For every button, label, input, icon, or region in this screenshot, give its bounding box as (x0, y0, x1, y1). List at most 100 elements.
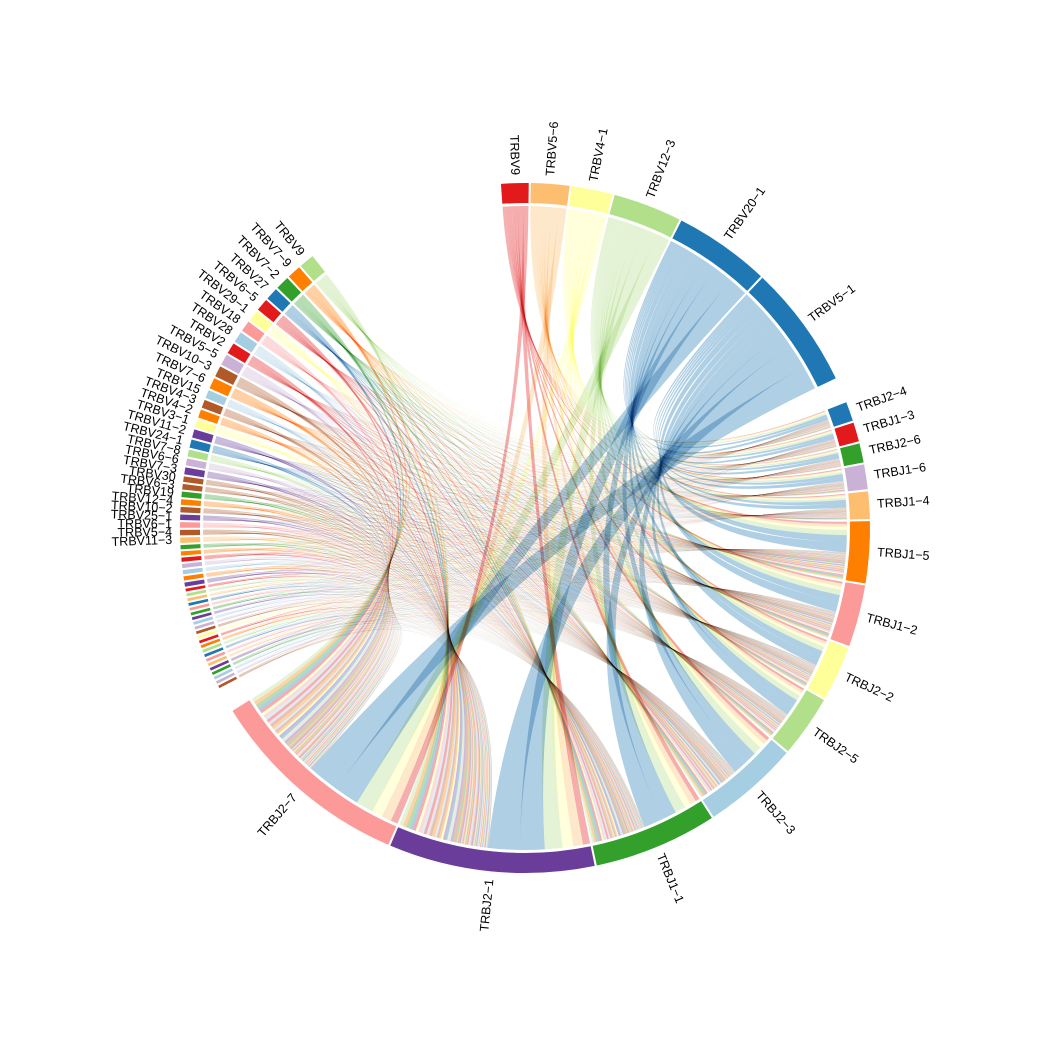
sector-trbv29-1 (249, 311, 273, 333)
sector-label: TRBV5−1 (806, 282, 858, 325)
sector-label: TRBV10−2 (111, 498, 173, 515)
sector-label: TRBV20−1 (721, 184, 768, 242)
sector-trbv10-2 (180, 506, 201, 514)
sector-trbv30-1 (193, 616, 214, 625)
ribbon (258, 345, 395, 721)
sector-trbv16 (189, 603, 210, 611)
sector-trbv12-3 (609, 194, 680, 238)
sector-trbv5-4 (180, 529, 201, 536)
ribbon (548, 212, 599, 848)
sector-trbv4-2 (198, 409, 220, 424)
ribbon (263, 335, 396, 718)
sector-trbv30 (183, 476, 204, 485)
sector-trbv7-6 (209, 378, 233, 397)
sector-label: TRBJ2−4 (855, 384, 909, 415)
sector-trbv9 (300, 256, 325, 282)
sector-label: TRBV4−1 (586, 127, 610, 183)
sector-trbv10-3 (215, 366, 238, 386)
sector-trbv25-1 (180, 514, 201, 521)
sector-trbv13 (181, 561, 203, 569)
sector-trbv7-3 (184, 467, 206, 478)
sector-trbv11-1 (185, 585, 206, 592)
sector-trbj1-2 (830, 582, 866, 646)
sector-trbv6-4 (183, 573, 204, 581)
sector-trbv11-3 (180, 536, 201, 544)
ribbon (356, 234, 670, 812)
sector-label: TRBJ2−5 (810, 725, 861, 767)
sector-trbv23-1 (209, 659, 230, 671)
ribbon (590, 217, 827, 445)
sector-label: TRBV12−3 (643, 138, 678, 200)
sector-trbv12-5 (188, 598, 209, 606)
sector-trbv6-1 (180, 522, 201, 528)
sector-trbj1-1 (592, 801, 712, 866)
sector-trbv10-1 (197, 629, 218, 639)
sector-label: TRBV19 (126, 481, 174, 500)
ribbon (659, 303, 847, 553)
sector-label: TRBV12−4 (111, 489, 173, 508)
sector-trbv10-1 (182, 567, 203, 575)
sector-label: TRBJ2−7 (255, 791, 300, 840)
ribbon (254, 284, 407, 706)
sector-trbj2-3 (702, 739, 787, 817)
sector-trbv20-1 (672, 220, 761, 291)
sector-trbv14 (180, 544, 201, 550)
sector-trbv3-1 (194, 419, 217, 434)
sector-trbv18 (241, 321, 265, 343)
ribbon (251, 274, 411, 703)
sector-label: TRBJ1−1 (654, 851, 687, 905)
sector-label: TRBV6−3 (120, 472, 176, 492)
sector-trbj1-5 (845, 521, 871, 584)
sector-trbv7-9 (198, 634, 219, 644)
sector-label: TRBJ2−1 (477, 878, 496, 932)
sector-label: TRBJ2−3 (753, 788, 798, 837)
ribbon (260, 343, 837, 471)
sector-trbv7-9 (288, 267, 313, 292)
sector-label: TRBJ1−2 (865, 611, 919, 638)
ribbon (487, 345, 804, 850)
sector-trbv13-2 (204, 647, 224, 658)
sector-trbj2-2 (807, 640, 849, 699)
sector-label: TRBV6−1 (117, 517, 172, 531)
ribbon (261, 325, 398, 716)
sector-trbj2-4 (827, 402, 853, 427)
sector-label: TRBV9 (507, 135, 522, 176)
ribbon (203, 536, 391, 753)
sector-layer (180, 183, 871, 874)
sector-trbv23-1 (181, 555, 202, 562)
sector-trbj2-1 (390, 827, 595, 874)
sector-trbv24-1 (189, 439, 211, 453)
sector-label: TRBJ2−2 (842, 670, 896, 705)
sector-label: TRBV30 (128, 464, 177, 485)
sector-trbv27-1 (218, 676, 238, 689)
sector-trbv12-4 (180, 499, 202, 507)
sector-trbv28 (234, 332, 258, 353)
sector-trbv21-1 (190, 607, 211, 616)
ribbon (304, 292, 842, 480)
sector-trbv7-8 (187, 449, 209, 461)
sector-trbv9 (500, 183, 529, 204)
sector-trbv11-2-1 (213, 668, 233, 680)
sector-trbv5-5 (221, 354, 244, 374)
sector-label: TRBV5−4 (117, 525, 172, 540)
sector-trbv6-3 (182, 483, 203, 492)
sector-trbj1-4 (848, 491, 870, 520)
sector-trbv2 (227, 343, 251, 364)
sector-trbv21-1 (180, 550, 202, 556)
sector-trbv29-2 (195, 625, 216, 635)
sector-trbv5-6 (530, 183, 570, 206)
ribbon (242, 372, 810, 681)
sector-trbv5-5 (202, 642, 222, 653)
sector-trbj2-6 (840, 443, 864, 467)
sector-trbv6-2 (207, 655, 228, 667)
sector-label: TRBJ1−6 (873, 460, 927, 482)
ribbon (311, 366, 816, 789)
sector-trbv6-5 (191, 612, 212, 621)
ribbon (336, 280, 746, 803)
sector-trbv4-3 (194, 621, 215, 630)
ribbon (217, 433, 845, 500)
sector-trbv6-6 (185, 458, 207, 469)
ribbon (639, 324, 782, 772)
